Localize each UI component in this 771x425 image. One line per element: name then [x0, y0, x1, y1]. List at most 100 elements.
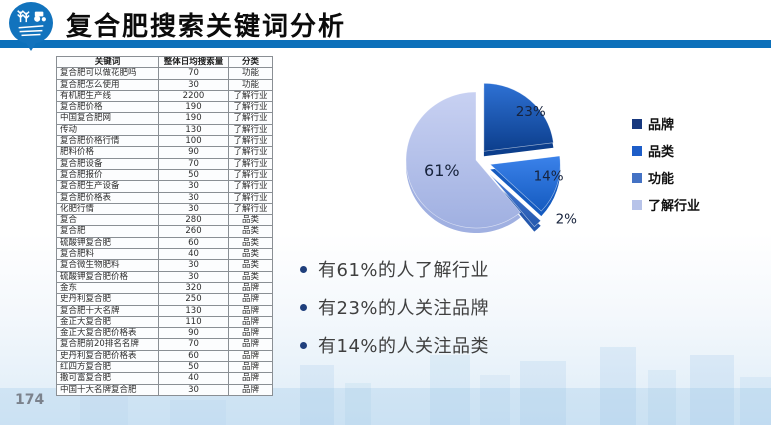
table-row: 复合肥报价 50 了解行业 — [56, 168, 273, 182]
cell-keyword: 硫酸钾复合肥价格 — [56, 270, 159, 283]
cell-volume: 60 — [158, 236, 229, 250]
cell-keyword: 中国复合肥网 — [56, 112, 159, 125]
cell-volume: 30 — [158, 180, 229, 193]
table-row: 金东 320 品牌 — [56, 281, 273, 295]
cell-keyword: 红四方复合肥 — [56, 361, 159, 374]
cell-volume: 320 — [158, 281, 229, 295]
cell-volume: 260 — [158, 225, 229, 238]
cell-keyword: 复合肥前20排名名牌 — [56, 338, 159, 351]
keyword-table-wrap: 关键词 整体日均搜索量 分类 复合肥可以做花肥吗 70 功能 复合肥怎么使用 30 功能有… — [56, 55, 273, 396]
bullet-item: 有23%的人关注品牌 — [300, 294, 489, 320]
bullet-item: 有61%的人了解行业 — [300, 256, 489, 282]
cell-volume: 70 — [158, 338, 229, 351]
cell-volume: 40 — [158, 248, 229, 261]
cell-keyword: 复合肥价格表 — [56, 191, 159, 204]
cell-category: 了解行业 — [228, 146, 273, 159]
bullet-dot-icon — [300, 303, 307, 311]
legend-item: 品类 — [632, 141, 700, 160]
table-row: 传动 130 了解行业 — [56, 123, 273, 137]
legend-item: 了解行业 — [632, 195, 700, 214]
pie-slice-category — [489, 155, 561, 212]
page-title: 复合肥搜索关键词分析 — [66, 12, 347, 42]
legend-swatch-icon — [632, 172, 642, 183]
table-row: 复合微生物肥料 30 品类 — [56, 259, 273, 272]
bullet-text: 有61%的人了解行业 — [318, 260, 490, 281]
cell-keyword: 硫酸钾复合肥 — [56, 236, 159, 250]
table-row: 化肥行情 30 了解行业 — [56, 202, 273, 216]
cell-volume: 50 — [158, 168, 229, 182]
cell-volume: 190 — [158, 101, 229, 114]
table-row: 中国复合肥网 190 了解行业 — [56, 112, 273, 125]
cell-category: 了解行业 — [228, 157, 273, 170]
pie-label-brand: 23% — [516, 104, 546, 120]
legend-label: 了解行业 — [648, 199, 701, 214]
cell-keyword: 复合肥料 — [56, 248, 159, 261]
pie-chart: 23% 14% 2% 61% — [405, 82, 577, 234]
table-row: 硫酸钾复合肥 60 品类 — [56, 236, 273, 250]
cell-keyword: 金正大复合肥 — [56, 315, 159, 329]
legend-label: 品牌 — [648, 118, 675, 133]
cell-keyword: 复合肥价格 — [56, 101, 159, 114]
cell-volume: 110 — [158, 315, 229, 329]
table-row: 复合肥料 40 品类 — [56, 248, 273, 261]
table-row: 金正大复合肥价格表 90 品牌 — [56, 327, 273, 340]
cell-category: 了解行业 — [228, 135, 273, 148]
agriculture-logo-glyphs — [17, 10, 46, 37]
cell-keyword: 有机肥生产线 — [56, 89, 159, 103]
table-row: 史丹利复合肥价格表 60 品牌 — [56, 349, 273, 363]
table-header-row: 关键词 整体日均搜索量 分类 — [56, 55, 273, 69]
cell-volume: 70 — [158, 157, 229, 170]
table-row: 复合肥设备 70 了解行业 — [56, 157, 273, 170]
cell-keyword: 中国十大名牌复合肥 — [56, 383, 159, 396]
cell-category: 了解行业 — [228, 89, 273, 103]
cell-volume: 30 — [158, 259, 229, 272]
cell-volume: 30 — [158, 383, 229, 396]
cell-category: 品牌 — [228, 383, 273, 396]
bullet-item: 有14%的人关注品类 — [300, 332, 489, 358]
col-header-category: 分类 — [228, 55, 273, 69]
table-row: 复合肥怎么使用 30 功能 — [56, 78, 273, 91]
cell-category: 了解行业 — [228, 101, 273, 114]
table-row: 有机肥生产线 2200 了解行业 — [56, 89, 273, 103]
pie-slice-industry — [405, 91, 522, 229]
bullet-dot-icon — [300, 341, 307, 349]
page-number: 174 — [15, 392, 45, 408]
keyword-table: 关键词 整体日均搜索量 分类 复合肥可以做花肥吗 70 功能 复合肥怎么使用 30 功能有… — [56, 55, 273, 396]
legend-swatch-icon — [632, 118, 642, 129]
table-row: 复合肥价格行情 100 了解行业 — [56, 135, 273, 148]
pie-label-category: 14% — [534, 168, 564, 184]
cell-category: 品类 — [228, 248, 273, 261]
table-row: 复合肥生产设备 30 了解行业 — [56, 180, 273, 193]
cell-volume: 30 — [158, 78, 229, 91]
cell-category: 品牌 — [228, 327, 273, 340]
cell-volume: 40 — [158, 372, 229, 385]
cell-keyword: 金东 — [56, 281, 159, 295]
cell-keyword: 复合肥怎么使用 — [56, 78, 159, 91]
cell-category: 了解行业 — [228, 123, 273, 137]
pie-slice-brand — [483, 82, 554, 152]
cell-keyword: 复合肥生产设备 — [56, 180, 159, 193]
cell-keyword: 金正大复合肥价格表 — [56, 327, 159, 340]
cell-category: 了解行业 — [228, 180, 273, 193]
table-row: 复合肥前20排名名牌 70 品牌 — [56, 338, 273, 351]
cell-keyword: 复合微生物肥料 — [56, 259, 159, 272]
cell-keyword: 复合肥价格行情 — [56, 135, 159, 148]
cell-volume: 70 — [158, 67, 229, 80]
cell-volume: 100 — [158, 135, 229, 148]
cell-keyword: 复合肥十大名牌 — [56, 304, 159, 317]
cell-volume: 60 — [158, 349, 229, 363]
cell-category: 了解行业 — [228, 191, 273, 204]
keyword-table-body: 复合肥可以做花肥吗 70 功能 复合肥怎么使用 30 功能 有机肥生产线 2200 了解行业 复合… — [56, 67, 273, 396]
cell-volume: 90 — [158, 327, 229, 340]
agriculture-logo — [9, 2, 53, 44]
cell-keyword: 复合肥设备 — [56, 157, 159, 170]
cell-category: 功能 — [228, 78, 273, 91]
bullet-dot-icon — [300, 265, 307, 273]
table-row: 复合肥价格表 30 了解行业 — [56, 191, 273, 204]
cell-volume: 190 — [158, 112, 229, 125]
chart-legend: 品牌 品类 功能 了解行业 — [632, 114, 700, 222]
cell-category: 了解行业 — [228, 112, 273, 125]
pie-chart-box: 23% 14% 2% 61% — [388, 54, 608, 256]
cell-volume: 280 — [158, 214, 229, 227]
